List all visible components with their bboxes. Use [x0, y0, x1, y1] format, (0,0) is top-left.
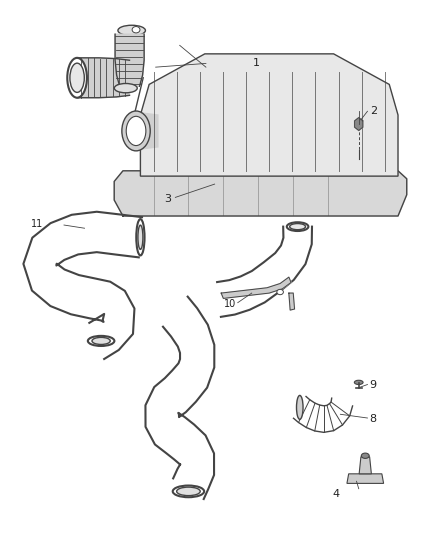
Text: 8: 8 [370, 414, 377, 424]
Polygon shape [145, 297, 214, 499]
Ellipse shape [361, 453, 369, 458]
Ellipse shape [70, 63, 84, 92]
Polygon shape [347, 474, 384, 483]
Polygon shape [293, 397, 353, 432]
Polygon shape [217, 227, 312, 317]
Polygon shape [355, 118, 363, 131]
Ellipse shape [114, 84, 137, 93]
Ellipse shape [290, 223, 306, 230]
Polygon shape [114, 171, 407, 216]
Text: 1: 1 [253, 59, 260, 68]
Ellipse shape [277, 289, 283, 295]
Ellipse shape [138, 225, 143, 249]
Ellipse shape [122, 111, 150, 151]
Ellipse shape [126, 116, 146, 146]
Ellipse shape [67, 58, 87, 98]
Polygon shape [359, 457, 371, 474]
Polygon shape [23, 212, 142, 359]
Ellipse shape [287, 222, 308, 231]
Polygon shape [77, 58, 130, 98]
Polygon shape [289, 293, 294, 310]
Ellipse shape [92, 337, 110, 344]
Polygon shape [141, 54, 398, 176]
Text: 2: 2 [370, 106, 377, 116]
Polygon shape [221, 277, 291, 298]
Ellipse shape [136, 219, 145, 255]
Text: 10: 10 [224, 298, 237, 309]
Text: 4: 4 [332, 489, 339, 499]
Polygon shape [136, 112, 158, 150]
Ellipse shape [297, 395, 303, 419]
Ellipse shape [354, 380, 363, 384]
Ellipse shape [88, 336, 114, 346]
Ellipse shape [177, 487, 200, 496]
Ellipse shape [118, 25, 145, 36]
Polygon shape [115, 34, 144, 86]
Ellipse shape [173, 486, 204, 497]
Text: 11: 11 [31, 219, 43, 229]
Text: 3: 3 [164, 194, 171, 204]
Text: 9: 9 [370, 379, 377, 390]
Ellipse shape [132, 27, 140, 33]
